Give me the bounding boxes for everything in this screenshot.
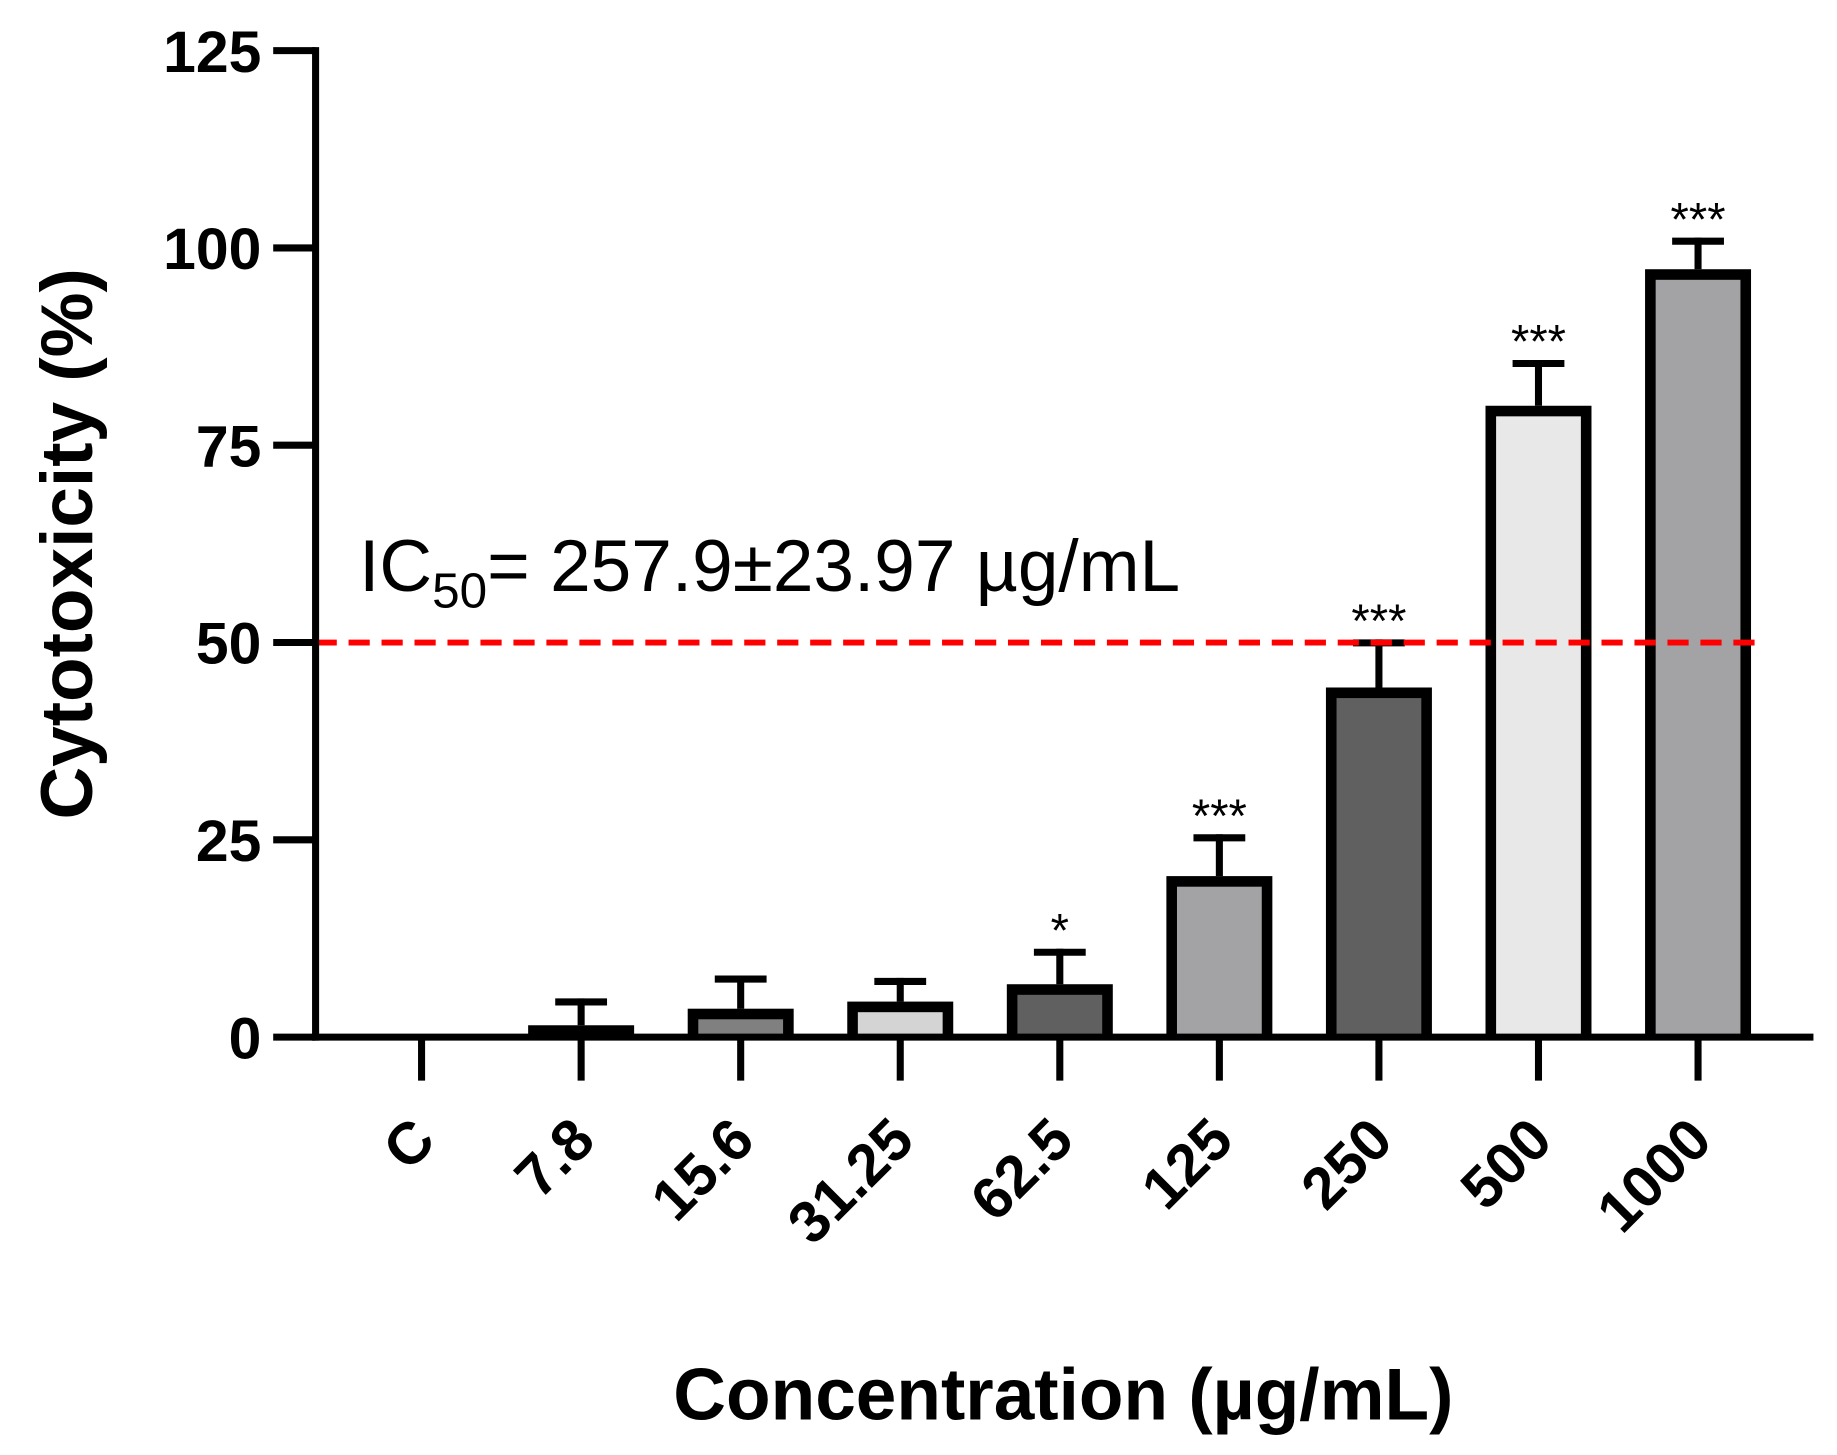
y-tick-label: 125	[163, 20, 261, 85]
x-tick-label: 7.8	[503, 1106, 607, 1210]
bar-fill-62.5	[1017, 994, 1103, 1038]
x-tick-label: 1000	[1585, 1106, 1724, 1245]
x-tick-label: 500	[1449, 1106, 1564, 1221]
y-tick-label: 100	[163, 217, 261, 282]
y-tick-label: 0	[229, 1006, 262, 1071]
ic50-prefix: IC	[359, 526, 432, 607]
significance-label: ***	[1192, 789, 1247, 842]
bar-fill-1000	[1655, 279, 1741, 1038]
x-axis-label: Concentration (µg/mL)	[673, 1355, 1453, 1436]
bar-7.8	[528, 1025, 635, 1038]
y-tick-label: 25	[196, 809, 261, 874]
ic50-subscript: 50	[432, 563, 487, 618]
ic50-annotation: IC50= 257.9±23.97 µg/mL	[359, 526, 1180, 618]
bar-fill-500	[1496, 416, 1581, 1038]
significance-label: *	[1051, 903, 1069, 956]
ic50-text: = 257.9±23.97 µg/mL	[487, 526, 1180, 607]
axes	[273, 47, 1814, 1081]
significance-label: ***	[1511, 315, 1566, 368]
bar-fill-125	[1176, 886, 1262, 1038]
x-tick-label: 250	[1289, 1106, 1404, 1221]
bar-fill-15.6	[698, 1019, 784, 1038]
y-tick-label: 50	[196, 612, 261, 677]
x-tick-label: 62.5	[958, 1106, 1085, 1233]
significance-label: ***	[1671, 192, 1726, 245]
y-tick-label: 75	[196, 414, 261, 479]
y-axis-label: Cytotoxicity (%)	[27, 268, 108, 819]
x-ticks: C 7.8 15.6 31.25 62.5 125 250 500 1000	[371, 1106, 1724, 1256]
significance-label: ***	[1351, 594, 1406, 647]
x-tick-label: 31.25	[776, 1106, 926, 1256]
bar-fill-31.25	[857, 1012, 943, 1038]
x-tick-label: 125	[1130, 1106, 1245, 1221]
y-ticks: 0 25 50 75 100 125	[163, 20, 261, 1071]
x-tick-label: C	[371, 1106, 447, 1182]
bars: *************	[528, 192, 1752, 1038]
x-tick-label: 15.6	[639, 1106, 766, 1233]
bar-fill-250	[1336, 698, 1422, 1038]
